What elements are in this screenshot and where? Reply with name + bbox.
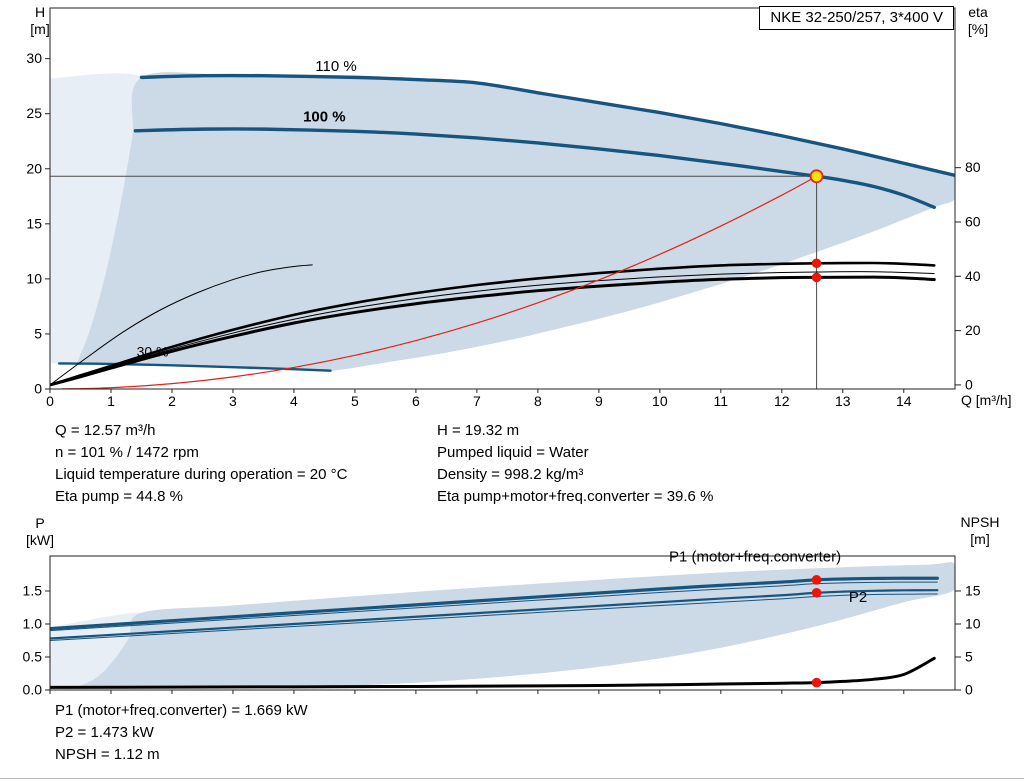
x-tick-label: 11 [714, 393, 729, 409]
y-right-tick-label: 80 [965, 159, 981, 175]
p2-duty-dot [811, 587, 822, 598]
duty-point[interactable] [809, 169, 824, 184]
p2-curve [50, 589, 939, 640]
y-right-tick-label: 10 [965, 615, 981, 631]
y-right-tick-label: 5 [965, 648, 973, 664]
npsh-curve [50, 656, 936, 689]
eta-thin-curve [50, 271, 935, 386]
y-left-tick-label: 25 [26, 105, 42, 121]
y-left-tick-label: 1.5 [23, 582, 43, 598]
label-110pct: 110 % [315, 58, 356, 75]
operating-envelope [77, 72, 955, 372]
y-right-tick-label: 0 [965, 376, 973, 392]
annotation-eta-total: Eta pump+motor+freq.converter = 39.6 % [437, 488, 714, 505]
annotation-pumped-liquid: Pumped liquid = Water [437, 444, 589, 461]
speed-curve-100pct [133, 127, 936, 210]
label-30pct: 30 % [137, 344, 169, 360]
eta-low-speed-curve [50, 264, 313, 386]
npsh-duty-dot [811, 677, 822, 688]
power-npsh-chart: 0.0 0.5 1.0 1.5 0 5 10 15 P1 (motor+freq.convert… [23, 548, 981, 698]
y-left-tick-label: 5 [34, 325, 42, 341]
p1-100pct-thin [50, 581, 938, 632]
eta-axis-symbol: eta [968, 4, 988, 20]
head-axis-symbol: H [34, 4, 46, 20]
eta-total-duty-dot [811, 272, 822, 283]
y-left-tick-label: 0 [34, 381, 42, 397]
annotation-npsh: NPSH = 1.12 m [55, 746, 160, 763]
x-tick-label: 14 [896, 393, 912, 409]
y-right-tick-label: 0 [965, 682, 973, 698]
y-right-tick-label: 40 [965, 268, 981, 284]
y-left-tick-label: 20 [26, 160, 42, 176]
eta-pump-duty-dot [811, 258, 822, 269]
annotation-p1: P1 (motor+freq.converter) = 1.669 kW [55, 702, 308, 719]
hq-eta-chart: 0 1 2 3 4 5 6 7 8 9 10 11 12 13 1405101520253002040608… [26, 7, 981, 409]
pump-model-label: NKE 32-250/257, 3*400 V [770, 9, 943, 26]
y-left-tick-label: 0.0 [23, 682, 43, 698]
duty-annotations-left: Q = 12.57 m³/h n = 101 % / 1472 rpm Liqu… [55, 420, 347, 508]
x-tick-label: 9 [595, 393, 603, 409]
x-tick-label: 5 [351, 393, 359, 409]
p1-duty-dot [811, 575, 822, 585]
head-axis-unit: [m] [30, 21, 50, 37]
speed-curve-30pct [57, 362, 332, 372]
x-tick-label: 0 [46, 393, 54, 409]
label-100pct: 100 % [303, 108, 346, 125]
power-region-low-flow [50, 612, 146, 688]
eta-axis-unit: [%] [967, 21, 989, 37]
y-left-tick-label: 1.0 [23, 615, 43, 631]
npsh-axis-unit: [m] [970, 531, 990, 547]
power-annotations: P1 (motor+freq.converter) = 1.669 kW P2 … [55, 700, 308, 766]
x-tick-label: 12 [774, 393, 790, 409]
annotation-speed: n = 101 % / 1472 rpm [55, 444, 199, 461]
annotation-head: H = 19.32 m [437, 422, 520, 439]
speed-curve-110pct [139, 73, 955, 178]
power-axis-symbol: P [35, 515, 45, 531]
npsh-axis-title: NPSH [m] [952, 514, 1008, 548]
annotation-density: Density = 998.2 kg/m³ [437, 466, 584, 483]
y-left-tick-label: 15 [26, 215, 42, 231]
allowed-region-low-flow [50, 73, 147, 364]
x-tick-label: 3 [229, 393, 237, 409]
power-envelope [77, 562, 955, 688]
x-tick-label: 1 [107, 393, 115, 409]
duty-annotations-right: H = 19.32 m Pumped liquid = Water Densit… [437, 420, 713, 508]
y-left-tick-label: 0.5 [23, 648, 43, 664]
x-tick-label: 2 [168, 393, 176, 409]
annotation-liquid-temp: Liquid temperature during operation = 20… [55, 466, 348, 483]
label-p2: P2 [849, 589, 867, 606]
annotation-flow: Q = 12.57 m³/h [55, 422, 156, 439]
p2-100pct-thin [50, 593, 938, 641]
x-tick-label: 13 [835, 393, 851, 409]
label-p1: P1 (motor+freq.converter) [669, 548, 841, 565]
power-npsh-chart-border [49, 555, 956, 691]
pump-model-box: NKE 32-250/257, 3*400 V [759, 6, 954, 30]
x-tick-label: 4 [290, 393, 298, 409]
y-right-tick-label: 60 [965, 213, 981, 229]
x-tick-label: 7 [473, 393, 481, 409]
annotation-eta-pump: Eta pump = 44.8 % [55, 488, 183, 505]
y-right-tick-label: 20 [965, 322, 981, 338]
flow-axis-title: Q [m³/h] [961, 392, 1012, 408]
head-axis-title: H [m] [22, 4, 58, 38]
eta-axis-title: eta [%] [957, 4, 999, 38]
power-axis-title: P [kW] [22, 515, 58, 549]
x-tick-label: 10 [652, 393, 668, 409]
power-axis-unit: [kW] [26, 532, 54, 548]
y-left-tick-label: 10 [26, 270, 42, 286]
control-curve [61, 175, 818, 389]
x-tick-label: 6 [412, 393, 420, 409]
annotation-p2: P2 = 1.473 kW [55, 724, 154, 741]
y-right-tick-label: 15 [965, 582, 981, 598]
p1-curve [50, 576, 939, 631]
x-tick-label: 8 [534, 393, 542, 409]
footer-divider [0, 778, 1024, 779]
qh-efficiency-chart-border [49, 7, 956, 390]
y-left-tick-label: 30 [26, 50, 42, 66]
npsh-axis-symbol: NPSH [960, 514, 1000, 530]
